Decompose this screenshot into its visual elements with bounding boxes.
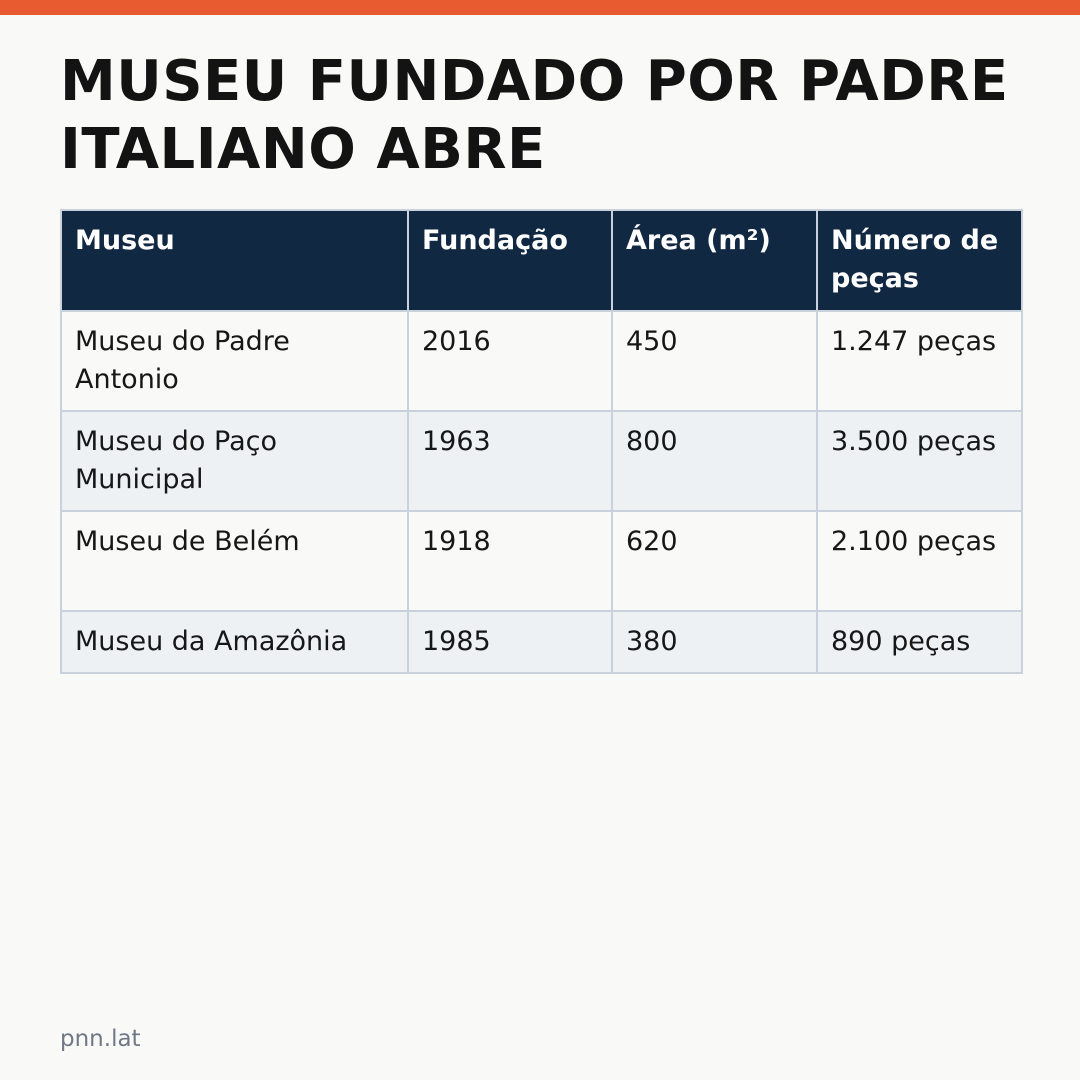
cell-museum: Museu da Amazônia <box>60 610 409 674</box>
cell-museum: Museu do Paço Municipal <box>60 410 409 512</box>
headline: MUSEU FUNDADO POR PADRE ITALIANO ABRE <box>60 49 1009 182</box>
source-label: pnn.lat <box>60 1026 141 1052</box>
cell-piece-count: 3.500 peças <box>816 410 1023 512</box>
cell-area: 380 <box>611 610 818 674</box>
header-founding: Fundação <box>407 209 613 312</box>
cell-piece-count: 2.100 peças <box>816 510 1023 612</box>
cell-piece-count: 890 peças <box>816 610 1023 674</box>
cell-founding: 1963 <box>407 410 613 512</box>
cell-area: 620 <box>611 510 818 612</box>
cell-area: 450 <box>611 310 818 412</box>
cell-area: 800 <box>611 410 818 512</box>
table-header-row: Museu Fundação Área (m²) Número de peças <box>60 209 1023 312</box>
header-museum: Museu <box>60 209 409 312</box>
cell-founding: 2016 <box>407 310 613 412</box>
cell-piece-count: 1.247 peças <box>816 310 1023 412</box>
table-row: Museu de Belém 1918 620 2.100 peças <box>60 510 1023 612</box>
header-area: Área (m²) <box>611 209 818 312</box>
cell-museum: Museu de Belém <box>60 510 409 612</box>
table-row: Museu da Amazônia 1985 380 890 peças <box>60 610 1023 674</box>
accent-bar <box>0 0 1080 15</box>
table-row: Museu do Padre Antonio 2016 450 1.247 pe… <box>60 310 1023 412</box>
cell-museum: Museu do Padre Antonio <box>60 310 409 412</box>
header-piece-count: Número de peças <box>816 209 1023 312</box>
cell-founding: 1985 <box>407 610 613 674</box>
museum-table: Museu Fundação Área (m²) Número de peças… <box>60 209 1023 674</box>
table-row: Museu do Paço Municipal 1963 800 3.500 p… <box>60 410 1023 512</box>
cell-founding: 1918 <box>407 510 613 612</box>
